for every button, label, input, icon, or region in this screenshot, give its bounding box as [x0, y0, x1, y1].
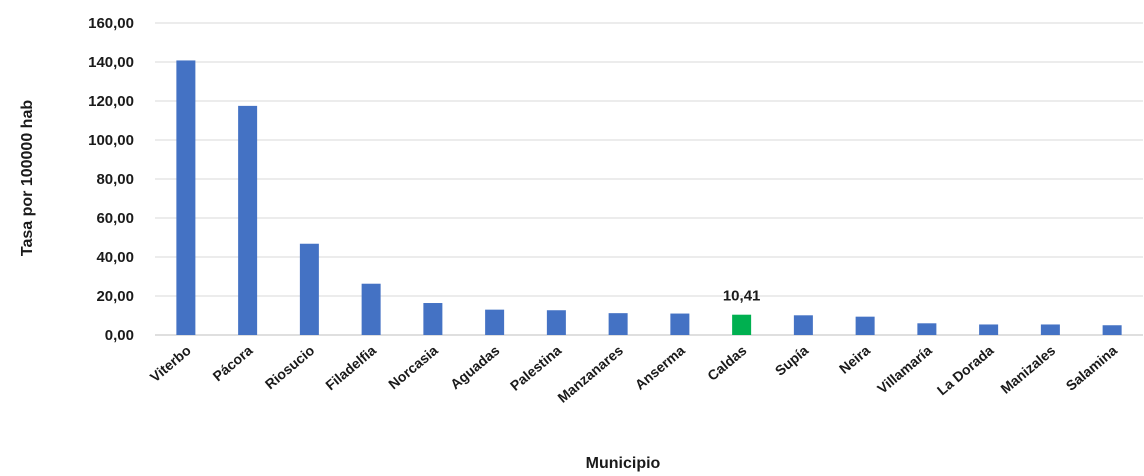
x-tick-label: La Dorada: [934, 342, 997, 398]
x-tick-label: Neira: [836, 342, 873, 377]
x-tick-label: Salamina: [1063, 342, 1121, 394]
y-tick-label: 40,00: [96, 249, 134, 266]
y-axis-title: Tasa por 100000 hab: [19, 100, 36, 256]
bar-manizales: [1040, 324, 1060, 335]
y-axis-ticks: 0,00 20,00 40,00 60,00 80,00 100,00 120,00 140,…: [88, 15, 134, 344]
x-tick-label: Villamaría: [874, 342, 935, 397]
y-tick-label: 100,00: [88, 132, 134, 149]
x-axis-ticks: Viterbo Pácora Riosucio Filadelfia Norcasia A…: [147, 342, 1120, 406]
gridlines: [155, 22, 1143, 336]
x-tick-label: Pácora: [209, 342, 255, 384]
bar-viterbo: [176, 60, 196, 335]
bar-filadelfia: [361, 283, 381, 335]
data-label-caldas: 10,41: [723, 288, 761, 305]
x-tick-label: Norcasia: [385, 342, 441, 392]
bars: [176, 60, 1122, 335]
x-tick-label: Manzanares: [554, 342, 626, 406]
bar-caldas: [732, 314, 752, 335]
bar-manzanares: [608, 313, 628, 335]
x-axis-title: Municipio: [586, 455, 661, 472]
y-tick-label: 80,00: [96, 171, 134, 188]
y-tick-label: 60,00: [96, 210, 134, 227]
x-tick-label: Filadelfia: [322, 342, 379, 393]
bar-pacora: [238, 105, 258, 335]
bar-aguadas: [485, 309, 505, 335]
bar-la-dorada: [979, 324, 999, 335]
bar-villamaria: [917, 323, 937, 335]
bar-palestina: [546, 310, 566, 335]
x-tick-label: Supía: [772, 342, 812, 379]
bar-neira: [855, 316, 875, 335]
bar-norcasia: [423, 303, 443, 335]
bar-riosucio: [299, 243, 319, 335]
x-tick-label: Viterbo: [147, 342, 194, 385]
y-tick-label: 160,00: [88, 15, 134, 32]
x-tick-label: Caldas: [704, 342, 750, 384]
x-tick-label: Aguadas: [447, 342, 503, 392]
x-tick-label: Palestina: [507, 342, 565, 394]
x-tick-label: Anserma: [632, 342, 688, 393]
y-tick-label: 120,00: [88, 93, 134, 110]
bar-anserma: [670, 313, 690, 335]
bar-salamina: [1102, 325, 1122, 335]
y-tick-label: 140,00: [88, 54, 134, 71]
y-tick-label: 20,00: [96, 288, 134, 305]
x-tick-label: Manizales: [997, 342, 1058, 397]
x-tick-label: Riosucio: [262, 342, 318, 392]
bar-supia: [793, 315, 813, 335]
y-tick-label: 0,00: [105, 327, 134, 344]
